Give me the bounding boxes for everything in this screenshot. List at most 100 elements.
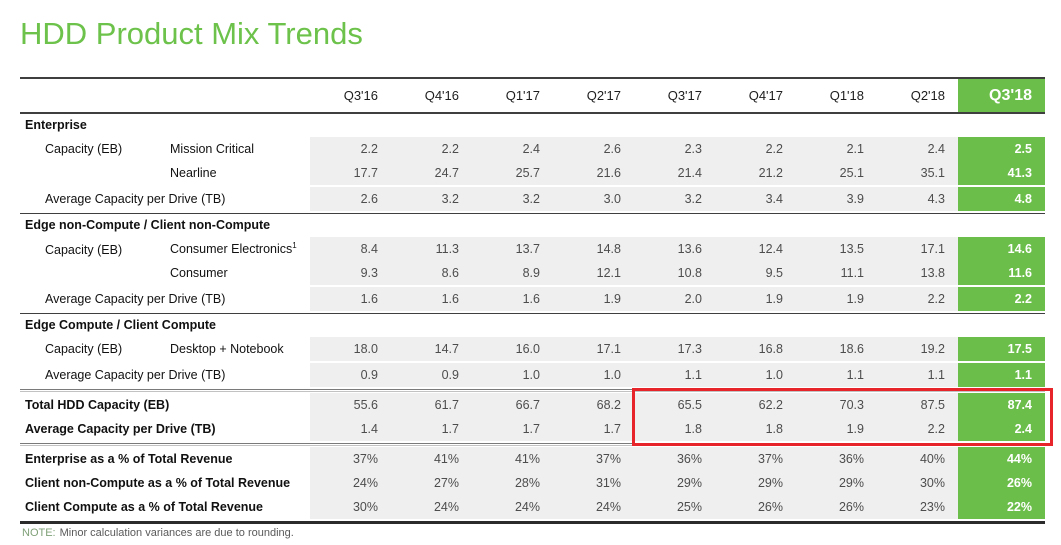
footnote-label: NOTE:: [22, 527, 56, 539]
row-label: Average Capacity per Drive (TB): [20, 368, 310, 382]
value-cell: 35.1: [877, 161, 958, 185]
row-group: Average Capacity per Drive (TB) 1.6 1.6 …: [20, 287, 1045, 311]
value-cell: 13.6: [634, 237, 715, 261]
value-cell: 10.8: [634, 261, 715, 285]
column-header-highlighted: Q3'18: [958, 79, 1045, 112]
section-header: Edge Compute / Client Compute: [25, 318, 216, 332]
value-cell: 9.5: [715, 261, 796, 285]
value-cell: 17.1: [877, 237, 958, 261]
row-label-primary: Average Capacity per Drive (TB): [45, 192, 226, 206]
value-cell: 70.3: [796, 393, 877, 417]
value-cell-highlighted: 17.5: [958, 337, 1045, 361]
value-cell: 29%: [715, 471, 796, 495]
value-cell: 3.4: [715, 187, 796, 211]
value-cell: 1.7: [553, 417, 634, 441]
value-cell: 31%: [553, 471, 634, 495]
value-cell: 3.0: [553, 187, 634, 211]
section-header-row: Edge Compute / Client Compute: [20, 314, 1045, 337]
value-cell: 9.3: [310, 261, 391, 285]
value-cell: 23%: [877, 495, 958, 519]
row-label-bold: Enterprise as a % of Total Revenue: [25, 452, 233, 466]
value-cell: 41%: [472, 447, 553, 471]
value-cell: 2.4: [472, 137, 553, 161]
table-row: Capacity (EB) Consumer Electronics1 8.4 …: [20, 237, 1045, 261]
value-cell: 8.6: [391, 261, 472, 285]
value-cell: 13.8: [877, 261, 958, 285]
value-cell: 28%: [472, 471, 553, 495]
value-cell-highlighted: 2.4: [958, 417, 1045, 441]
section-header-row: Edge non-Compute / Client non-Compute: [20, 214, 1045, 237]
row-group: Capacity (EB) Desktop + Notebook 18.0 14…: [20, 337, 1045, 361]
value-cell-highlighted: 2.2: [958, 287, 1045, 311]
value-cell: 65.5: [634, 393, 715, 417]
value-cell: 29%: [634, 471, 715, 495]
value-cell: 30%: [310, 495, 391, 519]
value-cell-highlighted: 44%: [958, 447, 1045, 471]
value-cell: 25.1: [796, 161, 877, 185]
table-row: Total HDD Capacity (EB) 55.6 61.7 66.7 6…: [20, 393, 1045, 417]
value-cell: 1.4: [310, 417, 391, 441]
value-cell-highlighted: 1.1: [958, 363, 1045, 387]
value-cell: 26%: [796, 495, 877, 519]
value-cell: 25.7: [472, 161, 553, 185]
value-cell: 1.7: [472, 417, 553, 441]
value-cell: 40%: [877, 447, 958, 471]
value-cell: 4.3: [877, 187, 958, 211]
value-cell: 0.9: [310, 363, 391, 387]
value-cell: 11.3: [391, 237, 472, 261]
value-cell: 1.9: [796, 287, 877, 311]
value-cell: 1.0: [472, 363, 553, 387]
value-cell: 18.6: [796, 337, 877, 361]
row-label-bold: Average Capacity per Drive (TB): [25, 422, 216, 436]
column-header: Q2'18: [910, 88, 945, 103]
value-cell: 1.1: [634, 363, 715, 387]
row-label: Average Capacity per Drive (TB): [20, 192, 310, 206]
row-label-primary: Capacity (EB): [45, 242, 123, 257]
value-cell: 11.1: [796, 261, 877, 285]
value-cell: 24%: [472, 495, 553, 519]
value-cell: 8.4: [310, 237, 391, 261]
table-row: Client non-Compute as a % of Total Reven…: [20, 471, 1045, 495]
section-divider: [20, 313, 1045, 314]
value-cell: 61.7: [391, 393, 472, 417]
column-header: Q1'17: [505, 88, 540, 103]
double-rule: [20, 443, 1045, 446]
value-cell: 37%: [553, 447, 634, 471]
value-cell: 1.9: [553, 287, 634, 311]
footnote-marker: 1: [292, 241, 297, 251]
percent-group: Enterprise as a % of Total Revenue 37% 4…: [20, 447, 1045, 519]
value-cell: 2.2: [715, 137, 796, 161]
column-header: Q4'17: [748, 88, 783, 103]
table-row: Capacity (EB) Mission Critical 2.2 2.2 2…: [20, 137, 1045, 161]
column-header: Q2'17: [586, 88, 621, 103]
row-label-secondary: Desktop + Notebook: [170, 342, 284, 356]
product-mix-table: Q3'16 Q4'16 Q1'17 Q2'17 Q3'17 Q4'17 Q1'1…: [20, 77, 1053, 524]
value-cell: 24%: [391, 495, 472, 519]
value-cell: 36%: [634, 447, 715, 471]
value-cell: 36%: [796, 447, 877, 471]
table-row: Average Capacity per Drive (TB) 2.6 3.2 …: [20, 187, 1045, 211]
value-cell: 1.8: [634, 417, 715, 441]
row-group: Capacity (EB) Consumer Electronics1 8.4 …: [20, 237, 1045, 285]
row-label-secondary: Mission Critical: [170, 142, 255, 156]
row-label: Capacity (EB) Mission Critical: [20, 142, 310, 156]
table-row: Average Capacity per Drive (TB) 1.6 1.6 …: [20, 287, 1045, 311]
double-rule: [20, 389, 1045, 392]
table-header-row: Q3'16 Q4'16 Q1'17 Q2'17 Q3'17 Q4'17 Q1'1…: [20, 77, 1045, 114]
value-cell: 3.2: [634, 187, 715, 211]
row-label: Consumer: [20, 266, 310, 280]
value-cell: 21.6: [553, 161, 634, 185]
value-cell-highlighted: 14.6: [958, 237, 1045, 261]
value-cell-highlighted: 41.3: [958, 161, 1045, 185]
value-cell: 3.9: [796, 187, 877, 211]
row-group: Average Capacity per Drive (TB) 2.6 3.2 …: [20, 187, 1045, 211]
value-cell: 2.0: [634, 287, 715, 311]
value-cell: 13.7: [472, 237, 553, 261]
value-cell: 1.1: [796, 363, 877, 387]
value-cell: 18.0: [310, 337, 391, 361]
table-row: Average Capacity per Drive (TB) 1.4 1.7 …: [20, 417, 1045, 441]
column-header: Q1'18: [829, 88, 864, 103]
value-cell: 3.2: [391, 187, 472, 211]
value-cell: 13.5: [796, 237, 877, 261]
